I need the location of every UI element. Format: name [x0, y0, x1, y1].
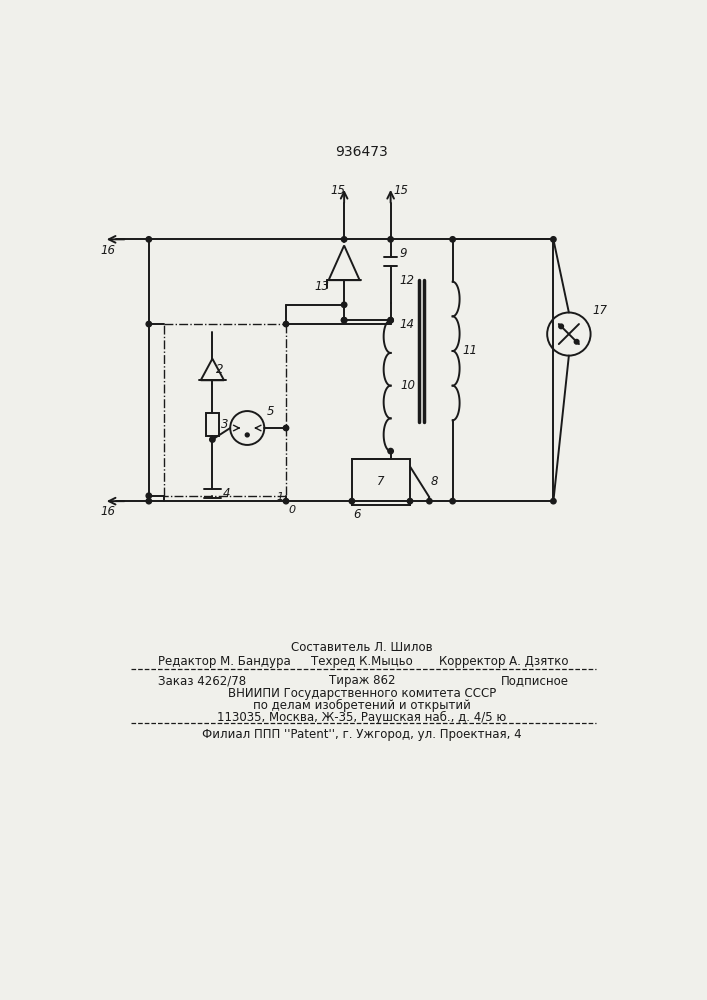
- Text: 12: 12: [399, 274, 414, 287]
- Text: 113035, Москва, Ж-35, Раушская наб., д. 4/5 ю: 113035, Москва, Ж-35, Раушская наб., д. …: [217, 711, 507, 724]
- Circle shape: [388, 318, 393, 323]
- Circle shape: [388, 237, 393, 242]
- Text: 8: 8: [431, 475, 438, 488]
- Text: 14: 14: [399, 318, 414, 331]
- Text: 9: 9: [399, 247, 407, 260]
- Text: Подписное: Подписное: [501, 674, 569, 687]
- Text: 16: 16: [100, 244, 115, 257]
- Text: 13: 13: [315, 280, 329, 293]
- Circle shape: [341, 302, 347, 307]
- Circle shape: [551, 237, 556, 242]
- Text: 15: 15: [330, 184, 345, 197]
- Circle shape: [407, 498, 413, 504]
- Text: 15: 15: [393, 184, 408, 197]
- Text: по делам изобретений и открытий: по делам изобретений и открытий: [253, 699, 471, 712]
- Text: 936473: 936473: [336, 145, 388, 159]
- Text: 17: 17: [593, 304, 608, 317]
- Circle shape: [388, 318, 393, 323]
- Circle shape: [450, 498, 455, 504]
- Text: Тираж 862: Тираж 862: [329, 674, 395, 687]
- Circle shape: [341, 318, 347, 323]
- Circle shape: [146, 321, 151, 327]
- Circle shape: [341, 318, 347, 323]
- Circle shape: [245, 433, 249, 437]
- Text: 11: 11: [462, 344, 478, 358]
- Text: Филиал ППП ''Patent'', г. Ужгород, ул. Проектная, 4: Филиал ППП ''Patent'', г. Ужгород, ул. П…: [202, 728, 522, 741]
- Circle shape: [450, 237, 455, 242]
- Circle shape: [388, 448, 393, 454]
- Circle shape: [551, 498, 556, 504]
- Text: 7: 7: [377, 475, 384, 488]
- Text: 0: 0: [288, 505, 296, 515]
- Bar: [352, 459, 410, 505]
- Text: Заказ 4262/78: Заказ 4262/78: [158, 674, 246, 687]
- Circle shape: [146, 498, 151, 504]
- Text: ВНИИПИ Государственного комитета СССР: ВНИИПИ Государственного комитета СССР: [228, 687, 496, 700]
- Circle shape: [146, 493, 151, 498]
- Circle shape: [284, 425, 288, 431]
- Circle shape: [559, 324, 563, 329]
- Text: Корректор А. Дзятко: Корректор А. Дзятко: [439, 655, 569, 668]
- Circle shape: [349, 498, 355, 504]
- Bar: [206, 413, 218, 436]
- Circle shape: [574, 339, 579, 344]
- Text: 2: 2: [216, 363, 223, 376]
- Text: Составитель Л. Шилов: Составитель Л. Шилов: [291, 641, 433, 654]
- Text: 4: 4: [223, 487, 230, 500]
- Text: Редактор М. Бандура: Редактор М. Бандура: [158, 655, 291, 668]
- Circle shape: [284, 321, 288, 327]
- Circle shape: [341, 237, 347, 242]
- Circle shape: [146, 237, 151, 242]
- Circle shape: [426, 498, 432, 504]
- Text: 16: 16: [100, 505, 115, 518]
- Text: 3: 3: [221, 418, 228, 431]
- Text: 1: 1: [276, 492, 284, 502]
- Text: 6: 6: [354, 508, 361, 521]
- Text: 5: 5: [267, 405, 274, 418]
- Circle shape: [210, 437, 215, 442]
- Text: Техред К.Мыцьо: Техред К.Мыцьо: [311, 655, 413, 668]
- Text: 10: 10: [401, 379, 416, 392]
- Circle shape: [284, 498, 288, 504]
